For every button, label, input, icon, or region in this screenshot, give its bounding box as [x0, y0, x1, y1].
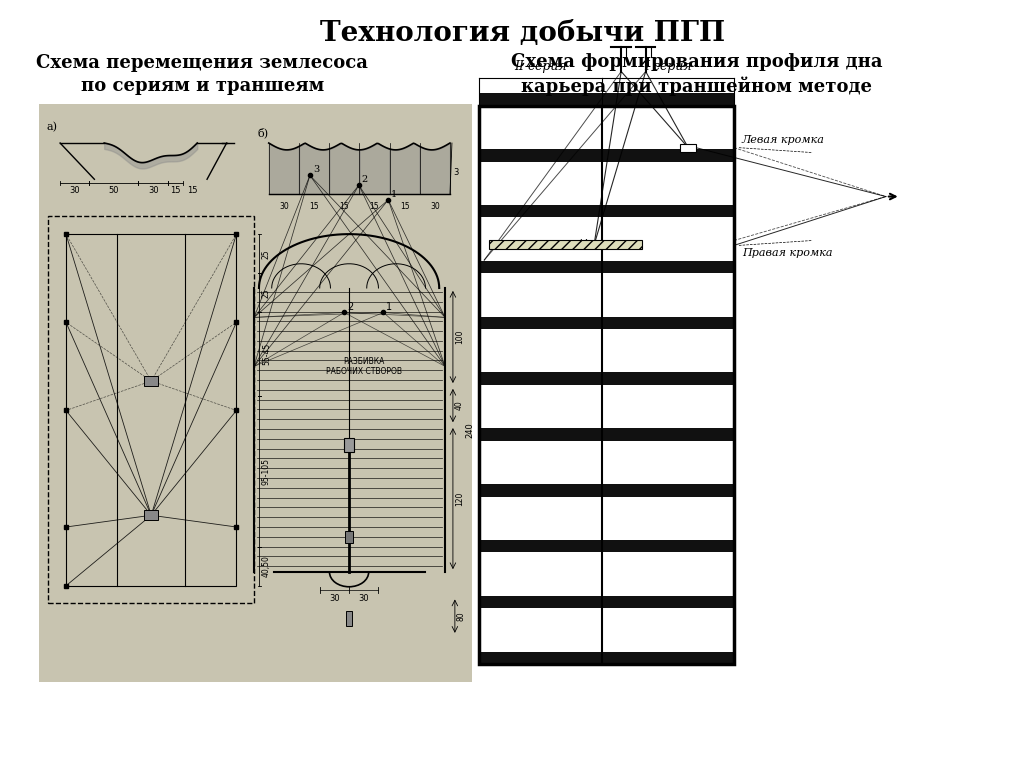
Text: 3: 3 — [313, 165, 319, 174]
Text: 2: 2 — [347, 302, 353, 312]
Text: б): б) — [257, 127, 268, 138]
Text: 1: 1 — [391, 190, 397, 199]
Text: РАЗБИВКА
РАБОЧИХ СТВОРОВ: РАЗБИВКА РАБОЧИХ СТВОРОВ — [326, 356, 401, 376]
Text: 15: 15 — [339, 202, 349, 210]
Bar — [346, 611, 352, 626]
Bar — [479, 651, 734, 664]
Bar — [479, 205, 734, 217]
Text: Правая кромка: Правая кромка — [741, 248, 833, 258]
Bar — [344, 438, 354, 452]
Text: 15: 15 — [399, 202, 410, 210]
Bar — [479, 106, 734, 664]
Text: 15: 15 — [370, 202, 379, 210]
Bar — [479, 540, 734, 552]
Text: 15: 15 — [309, 202, 318, 210]
Bar — [479, 261, 734, 273]
Text: 50: 50 — [109, 186, 119, 195]
Text: 120: 120 — [455, 492, 464, 506]
Bar — [479, 429, 734, 441]
Text: 25: 25 — [262, 249, 271, 259]
Text: Схема формирования профиля дна
карьера при траншейном методе: Схема формирования профиля дна карьера п… — [511, 53, 883, 96]
Text: 55-45: 55-45 — [262, 343, 271, 366]
Bar — [39, 104, 471, 682]
Text: 15: 15 — [187, 186, 198, 195]
Bar — [479, 149, 734, 161]
Text: 40,50: 40,50 — [262, 555, 271, 577]
Text: 30: 30 — [329, 594, 340, 603]
Bar — [479, 93, 734, 106]
Bar — [479, 106, 734, 664]
Bar — [489, 240, 642, 250]
Text: 30: 30 — [279, 202, 289, 210]
Text: 240: 240 — [466, 422, 475, 438]
Text: 1: 1 — [386, 302, 392, 312]
Text: II серия: II серия — [514, 61, 567, 74]
Text: а): а) — [46, 121, 57, 132]
Text: Схема перемещения землесоса
по сериям и траншеям: Схема перемещения землесоса по сериям и … — [36, 54, 368, 95]
Text: 95-105: 95-105 — [262, 458, 271, 485]
Text: 40: 40 — [455, 401, 464, 410]
Text: Левая кромка: Левая кромка — [741, 134, 824, 144]
Bar — [345, 531, 353, 543]
Bar — [479, 484, 734, 497]
Bar — [479, 316, 734, 329]
Text: 30: 30 — [430, 202, 439, 210]
Text: 30: 30 — [358, 594, 369, 603]
Bar — [479, 596, 734, 608]
Text: 100: 100 — [455, 329, 464, 344]
Bar — [144, 376, 158, 386]
Bar — [144, 511, 158, 520]
Text: 30: 30 — [147, 186, 159, 195]
Bar — [48, 217, 254, 604]
Bar — [479, 372, 734, 385]
Text: 2: 2 — [361, 175, 368, 184]
Text: 25: 25 — [262, 288, 271, 298]
Text: 3: 3 — [453, 168, 459, 177]
Bar — [680, 144, 696, 151]
Bar — [66, 234, 237, 586]
Text: 30: 30 — [70, 186, 80, 195]
Text: $V_m$: $V_m$ — [579, 237, 594, 251]
Text: Технология добычи ПГП: Технология добычи ПГП — [319, 20, 725, 47]
Text: 15: 15 — [170, 186, 180, 195]
Text: I серия: I серия — [644, 61, 691, 74]
Text: 80: 80 — [457, 611, 466, 621]
